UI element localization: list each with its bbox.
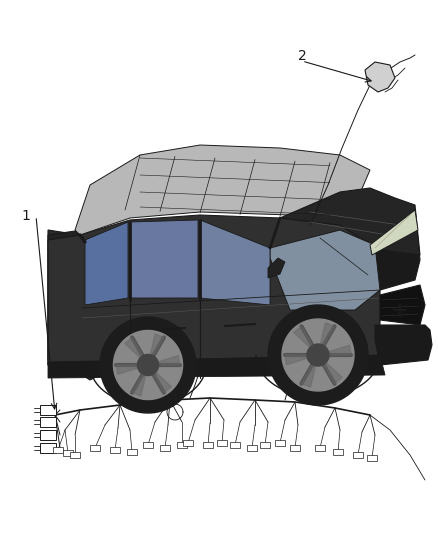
Polygon shape <box>116 365 148 374</box>
FancyBboxPatch shape <box>203 442 213 448</box>
Polygon shape <box>48 230 82 375</box>
Polygon shape <box>148 356 180 365</box>
Polygon shape <box>48 355 385 378</box>
Polygon shape <box>113 330 183 400</box>
FancyBboxPatch shape <box>40 443 56 453</box>
Polygon shape <box>380 285 425 325</box>
Polygon shape <box>100 317 196 413</box>
Polygon shape <box>370 200 420 290</box>
Polygon shape <box>285 355 318 365</box>
FancyBboxPatch shape <box>63 450 73 456</box>
Polygon shape <box>268 258 285 278</box>
FancyBboxPatch shape <box>315 445 325 451</box>
FancyBboxPatch shape <box>367 455 377 461</box>
Text: 2: 2 <box>298 49 306 63</box>
FancyBboxPatch shape <box>90 445 100 451</box>
Polygon shape <box>365 62 395 92</box>
Polygon shape <box>130 220 198 298</box>
Polygon shape <box>282 319 354 391</box>
FancyBboxPatch shape <box>127 449 137 455</box>
Polygon shape <box>370 210 418 255</box>
Polygon shape <box>307 344 329 366</box>
Text: 1: 1 <box>21 209 30 223</box>
Polygon shape <box>318 355 342 384</box>
Polygon shape <box>75 145 370 235</box>
Polygon shape <box>200 220 270 305</box>
Polygon shape <box>138 354 159 376</box>
FancyBboxPatch shape <box>247 445 257 451</box>
FancyBboxPatch shape <box>40 417 56 427</box>
Polygon shape <box>280 188 420 255</box>
Polygon shape <box>148 365 171 392</box>
FancyBboxPatch shape <box>183 440 193 446</box>
FancyBboxPatch shape <box>217 440 227 446</box>
Polygon shape <box>294 326 318 355</box>
Polygon shape <box>375 325 432 365</box>
FancyBboxPatch shape <box>260 442 270 448</box>
FancyBboxPatch shape <box>275 440 285 446</box>
Polygon shape <box>48 230 130 380</box>
FancyBboxPatch shape <box>53 447 63 453</box>
Polygon shape <box>148 334 164 365</box>
FancyBboxPatch shape <box>40 430 56 440</box>
FancyBboxPatch shape <box>70 452 80 458</box>
FancyBboxPatch shape <box>290 445 300 451</box>
Polygon shape <box>85 222 128 305</box>
Polygon shape <box>132 365 148 396</box>
Polygon shape <box>318 322 335 355</box>
Polygon shape <box>270 230 380 310</box>
FancyBboxPatch shape <box>143 442 153 448</box>
FancyBboxPatch shape <box>177 442 187 448</box>
Polygon shape <box>318 345 351 355</box>
Polygon shape <box>48 215 380 370</box>
Polygon shape <box>301 355 318 387</box>
Polygon shape <box>268 305 368 405</box>
FancyBboxPatch shape <box>40 405 56 415</box>
Polygon shape <box>125 337 148 365</box>
FancyBboxPatch shape <box>230 442 240 448</box>
FancyBboxPatch shape <box>160 445 170 451</box>
FancyBboxPatch shape <box>110 447 120 453</box>
FancyBboxPatch shape <box>333 449 343 455</box>
FancyBboxPatch shape <box>353 452 363 458</box>
